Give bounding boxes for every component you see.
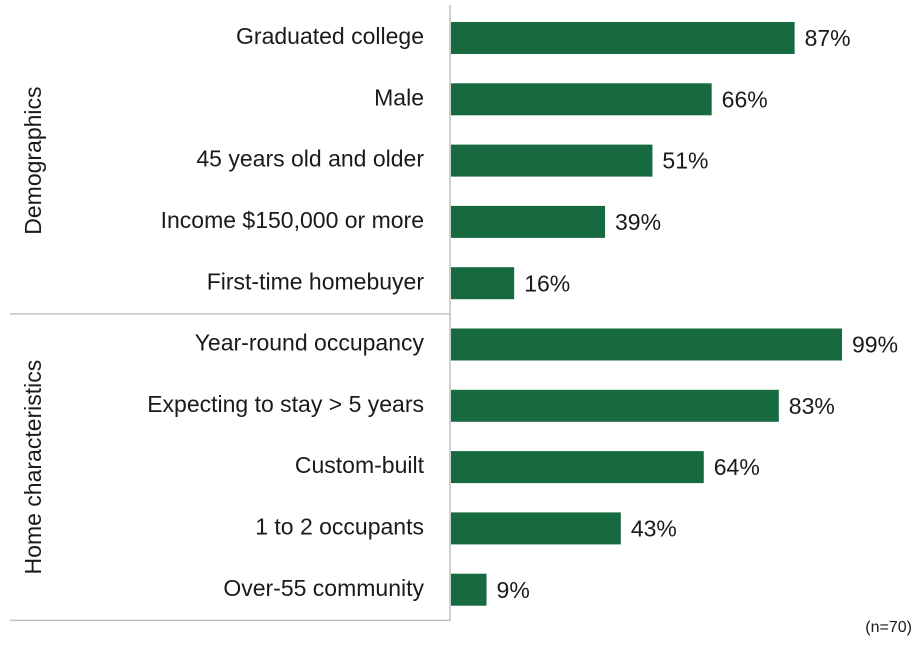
- bar: [451, 328, 842, 361]
- category-label: Expecting to stay > 5 years: [147, 391, 424, 417]
- bar: [451, 451, 704, 484]
- bar: [451, 573, 487, 606]
- value-label: 16%: [524, 270, 570, 296]
- bar: [451, 83, 712, 116]
- value-label: 51%: [662, 148, 708, 174]
- group-label: Home characteristics: [20, 360, 46, 575]
- category-label: First-time homebuyer: [207, 268, 425, 294]
- category-label: 1 to 2 occupants: [255, 513, 424, 539]
- category-label: Male: [374, 84, 424, 110]
- group-label: Demographics: [20, 86, 46, 234]
- value-label: 43%: [631, 515, 677, 541]
- bar: [451, 22, 795, 54]
- value-label: 66%: [722, 86, 768, 112]
- category-label: Over-55 community: [223, 575, 424, 601]
- sample-note: (n=70): [865, 619, 912, 636]
- value-label: 39%: [615, 209, 661, 235]
- bar: [451, 205, 606, 238]
- category-label: Graduated college: [236, 23, 424, 49]
- value-label: 87%: [805, 25, 851, 51]
- category-label: Income $150,000 or more: [161, 207, 424, 233]
- value-label: 99%: [852, 332, 898, 358]
- bar: [451, 512, 621, 545]
- bar: [451, 144, 653, 177]
- value-label: 9%: [497, 577, 530, 603]
- category-label: Custom-built: [295, 452, 425, 478]
- value-label: 64%: [714, 454, 760, 480]
- category-label: 45 years old and older: [196, 146, 424, 172]
- bar: [451, 267, 515, 300]
- value-label: 83%: [789, 393, 835, 419]
- category-label: Year-round occupancy: [195, 330, 425, 356]
- bar: [451, 389, 779, 422]
